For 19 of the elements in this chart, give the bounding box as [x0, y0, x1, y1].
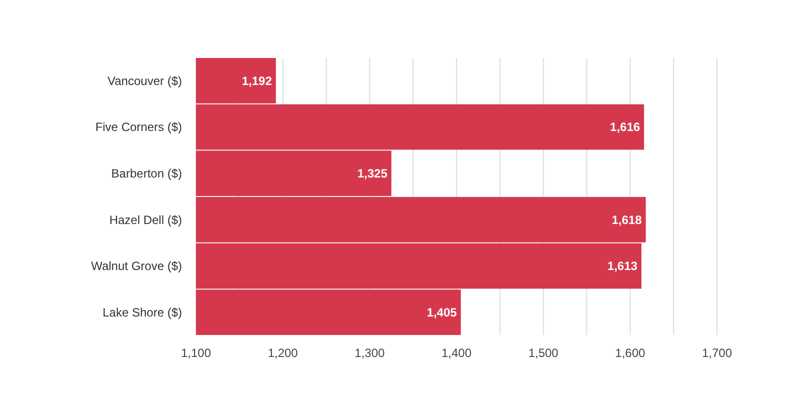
x-tick-label: 1,700 — [702, 346, 732, 360]
y-tick-label: Hazel Dell ($) — [109, 212, 182, 227]
x-tick-label: 1,300 — [354, 346, 386, 360]
data-label: 1,192 — [242, 74, 272, 88]
y-tick-label: Lake Shore ($) — [102, 306, 182, 320]
y-tick-label: Barberton ($) — [111, 166, 182, 181]
x-tick-label: 1,200 — [268, 346, 298, 360]
data-label: 1,613 — [607, 259, 638, 274]
y-tick-label: Vancouver ($) — [108, 74, 182, 88]
data-label: 1,616 — [610, 120, 640, 134]
data-label: 1,405 — [426, 306, 458, 320]
y-tick-label: Walnut Grove ($) — [91, 259, 182, 274]
x-tick-label: 1,400 — [441, 346, 472, 360]
y-tick-label: Five Corners ($) — [95, 120, 182, 134]
x-tick-label: 1,600 — [615, 346, 646, 360]
data-label: 1,325 — [357, 166, 388, 181]
data-label: 1,618 — [612, 212, 642, 227]
x-tick-label: 1,100 — [180, 346, 212, 360]
x-tick-label: 1,500 — [528, 346, 559, 360]
